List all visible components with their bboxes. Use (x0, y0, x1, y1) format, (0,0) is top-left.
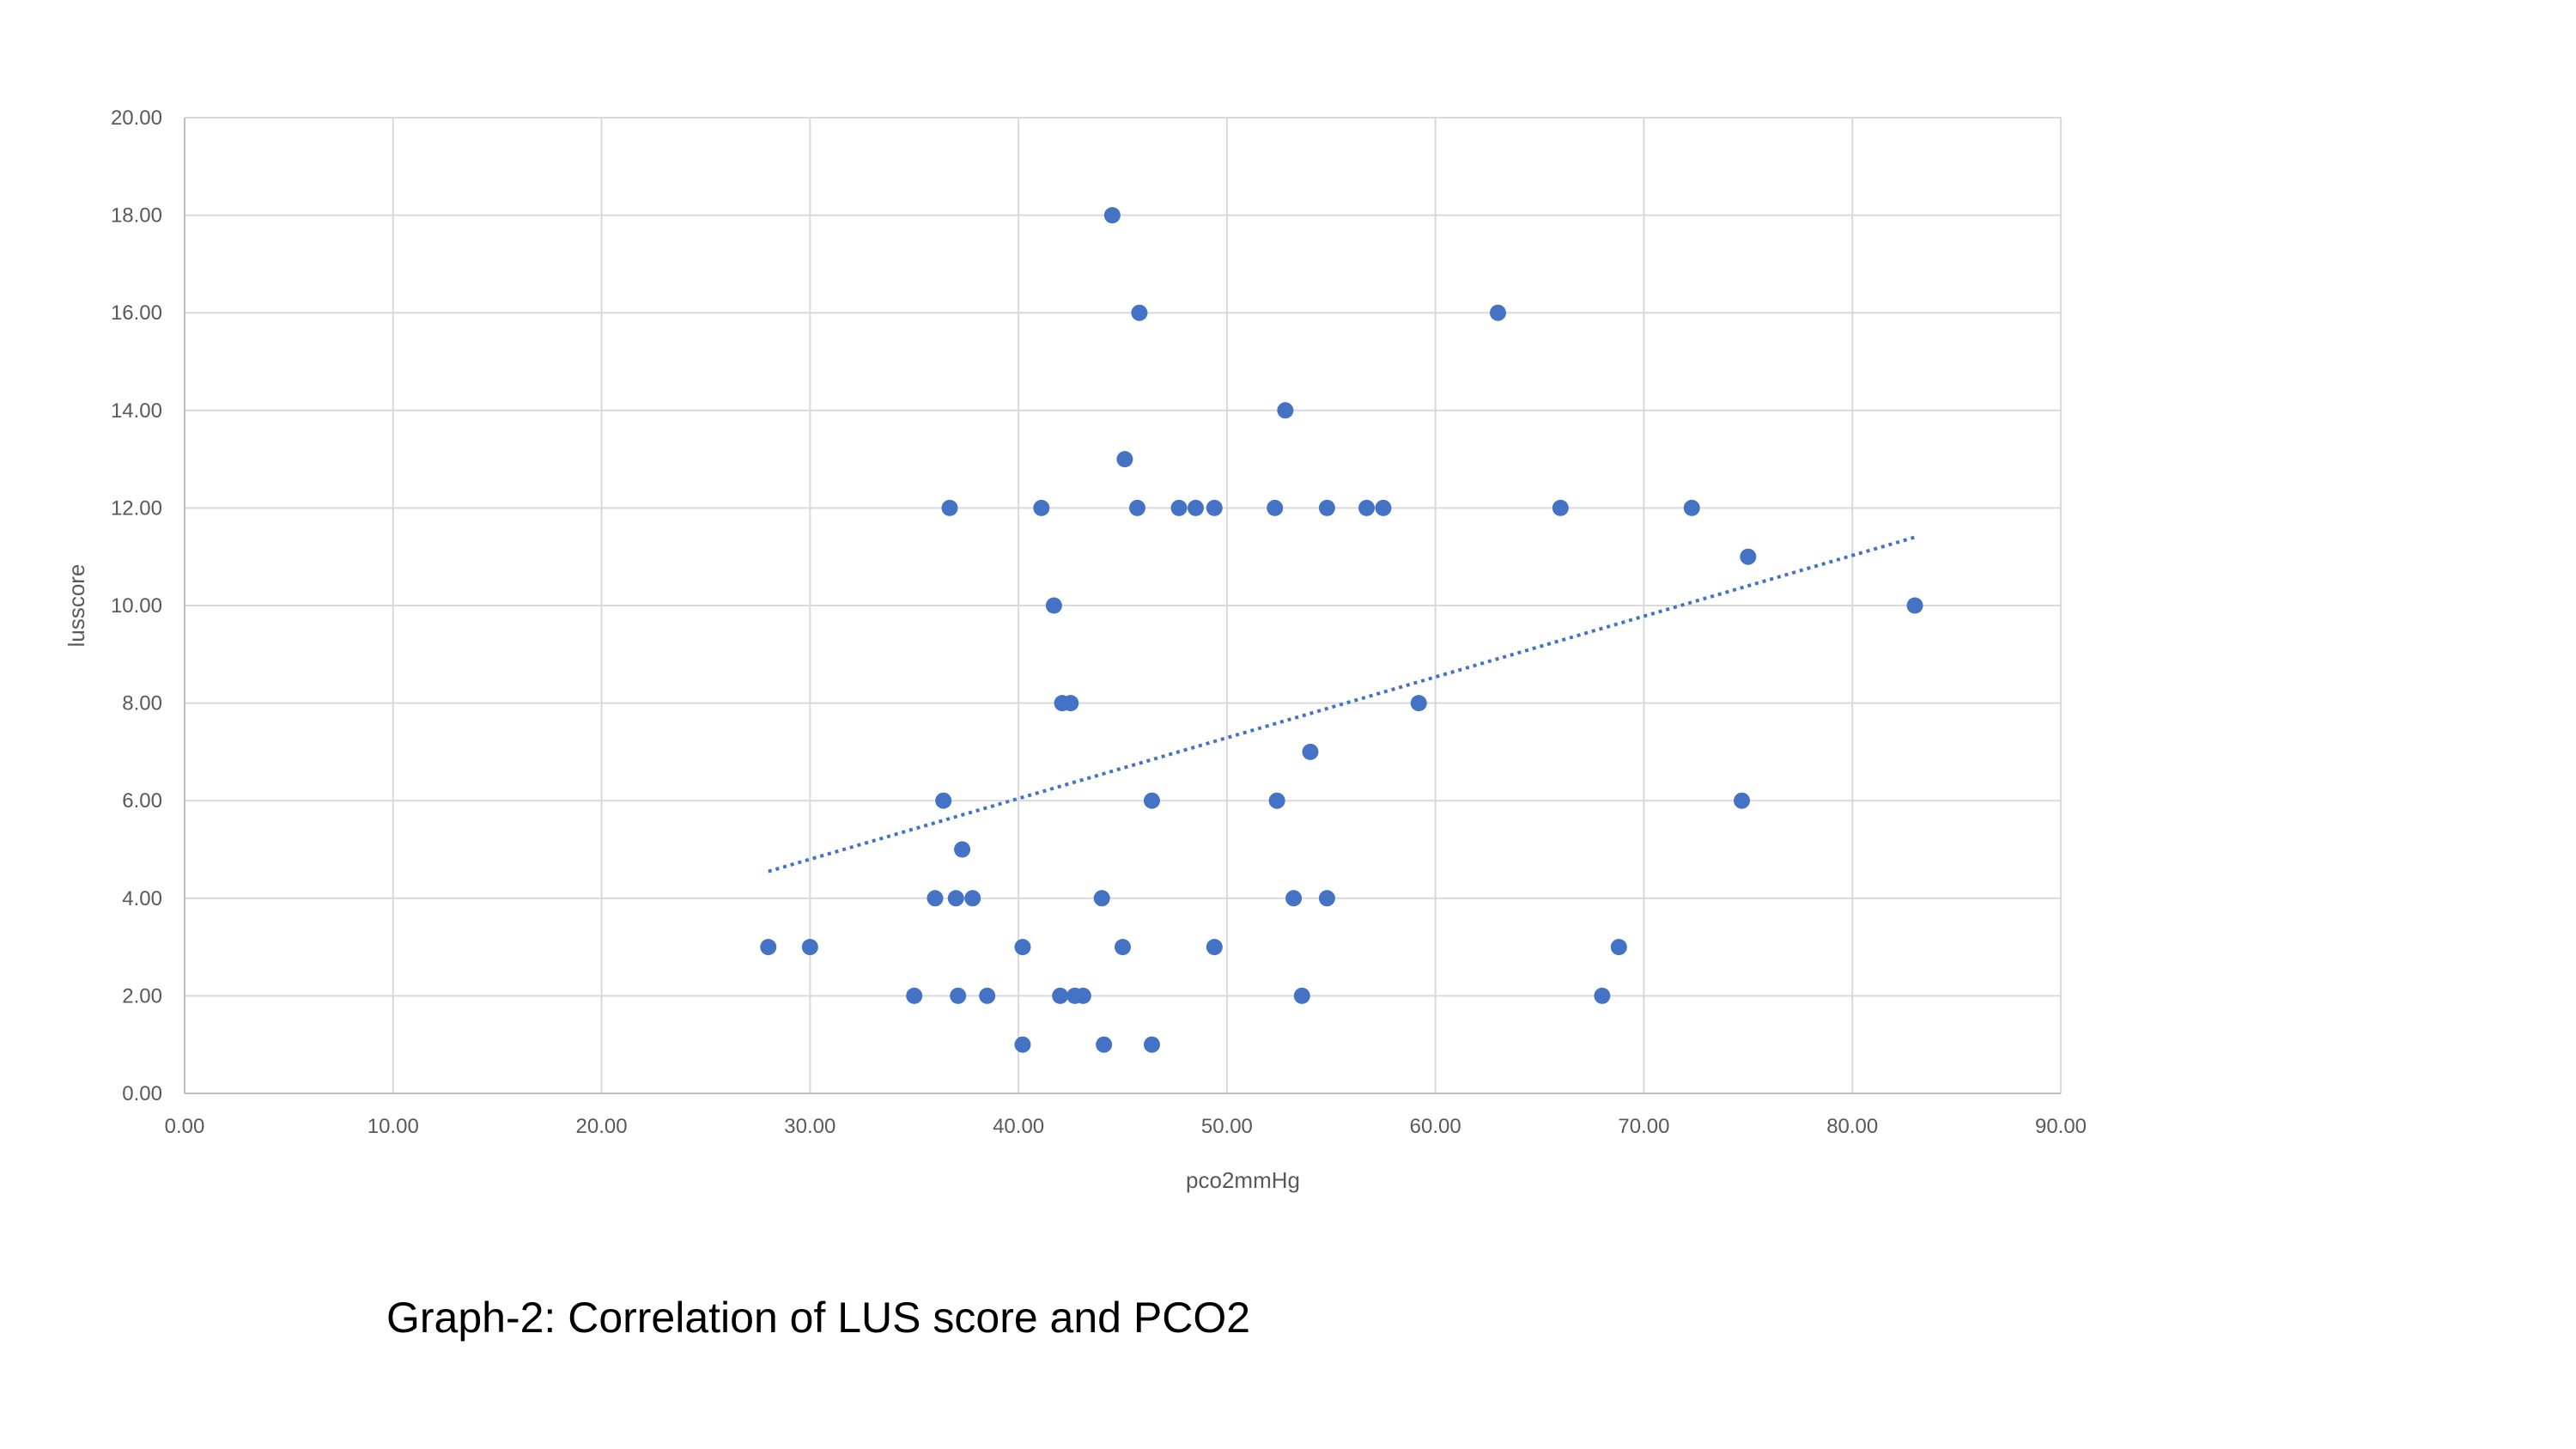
y-tick-label: 6.00 (122, 789, 162, 813)
data-point (760, 939, 777, 956)
data-point (935, 792, 952, 809)
trendline (768, 535, 1916, 874)
x-tick-label: 60.00 (1410, 1115, 1461, 1138)
data-point (1115, 939, 1131, 956)
data-point (1683, 499, 1700, 516)
y-axis-title: lusscore (64, 564, 89, 648)
y-tick-label: 0.00 (122, 1082, 162, 1105)
data-point (1014, 1036, 1031, 1053)
x-tick-label: 50.00 (1201, 1115, 1253, 1138)
data-point (964, 890, 981, 907)
data-point (1131, 304, 1148, 321)
data-point (1318, 890, 1335, 907)
data-point (1740, 548, 1757, 565)
data-point (1206, 939, 1223, 956)
data-point (950, 987, 967, 1004)
data-points (760, 207, 1923, 1053)
y-tick-label: 18.00 (111, 204, 162, 228)
data-point (927, 890, 944, 907)
x-tick-label: 80.00 (1826, 1115, 1878, 1138)
data-point (1187, 499, 1204, 516)
data-point (1052, 987, 1069, 1004)
figure-caption: Graph-2: Correlation of LUS score and PC… (386, 1294, 1251, 1342)
y-tick-label: 2.00 (122, 984, 162, 1008)
data-point (1103, 207, 1121, 224)
y-tick-label: 16.00 (111, 301, 162, 325)
data-point (1033, 499, 1050, 516)
data-point (1552, 499, 1569, 516)
data-point (1074, 987, 1091, 1004)
data-point (1734, 792, 1751, 809)
data-point (1594, 987, 1611, 1004)
data-point (1143, 792, 1160, 809)
x-tick-label: 20.00 (576, 1115, 628, 1138)
data-point (954, 841, 971, 858)
y-tick-label: 4.00 (122, 887, 162, 910)
data-point (1268, 792, 1285, 809)
data-point (979, 987, 996, 1004)
data-point (1143, 1036, 1160, 1053)
data-point (1277, 402, 1294, 419)
data-point (1170, 499, 1188, 516)
x-tick-label: 40.00 (993, 1115, 1044, 1138)
x-tick-label: 70.00 (1618, 1115, 1669, 1138)
data-point (1293, 987, 1310, 1004)
x-axis-title: pco2mmHg (1186, 1167, 1300, 1193)
y-tick-label: 20.00 (111, 107, 162, 130)
y-tick-label: 14.00 (111, 399, 162, 423)
data-point (1062, 695, 1079, 712)
data-point (1116, 451, 1133, 468)
x-tick-label: 90.00 (2035, 1115, 2087, 1138)
y-tick-label: 10.00 (111, 594, 162, 618)
data-point (1014, 939, 1031, 956)
data-point (1096, 1036, 1113, 1053)
data-point (1906, 597, 1923, 614)
data-point (1045, 597, 1062, 614)
data-point (801, 939, 818, 956)
data-point (1285, 890, 1303, 907)
data-point (1318, 499, 1335, 516)
data-point (1410, 695, 1427, 712)
data-point (1267, 499, 1284, 516)
tick-labels: 0.00 10.00 20.00 30.00 40.00 50.00 60.00 70.00 8… (111, 107, 2087, 1138)
data-point (1302, 743, 1319, 760)
data-point (1375, 499, 1392, 516)
x-tick-label: 10.00 (368, 1115, 419, 1138)
x-tick-label: 0.00 (165, 1115, 205, 1138)
data-point (906, 987, 923, 1004)
x-tick-label: 30.00 (784, 1115, 835, 1138)
data-point (947, 890, 964, 907)
data-point (1358, 499, 1376, 516)
data-point (941, 499, 958, 516)
trendline-group (768, 535, 1916, 874)
data-point (1610, 939, 1627, 956)
y-tick-label: 8.00 (122, 692, 162, 715)
gridlines (185, 117, 2062, 1093)
data-point (1093, 890, 1110, 907)
data-point (1128, 499, 1145, 516)
data-point (1490, 304, 1506, 321)
y-tick-label: 12.00 (111, 496, 162, 520)
data-point (1206, 499, 1223, 516)
axes (184, 118, 2061, 1094)
